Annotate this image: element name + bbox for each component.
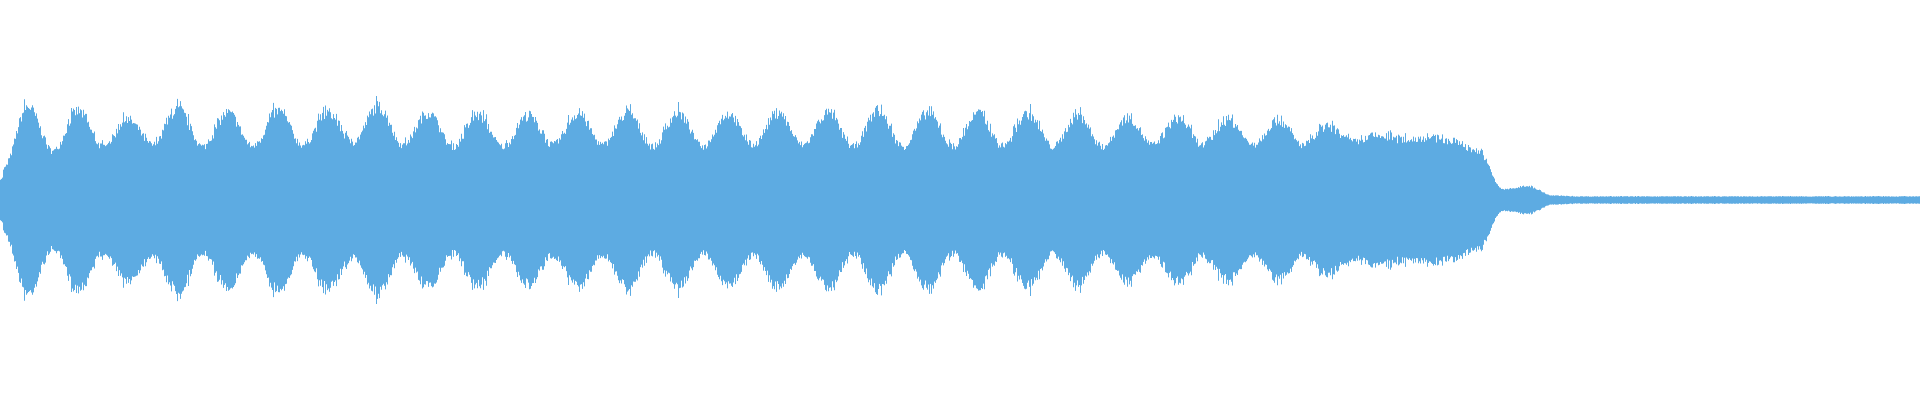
- waveform-shape: [0, 96, 1920, 304]
